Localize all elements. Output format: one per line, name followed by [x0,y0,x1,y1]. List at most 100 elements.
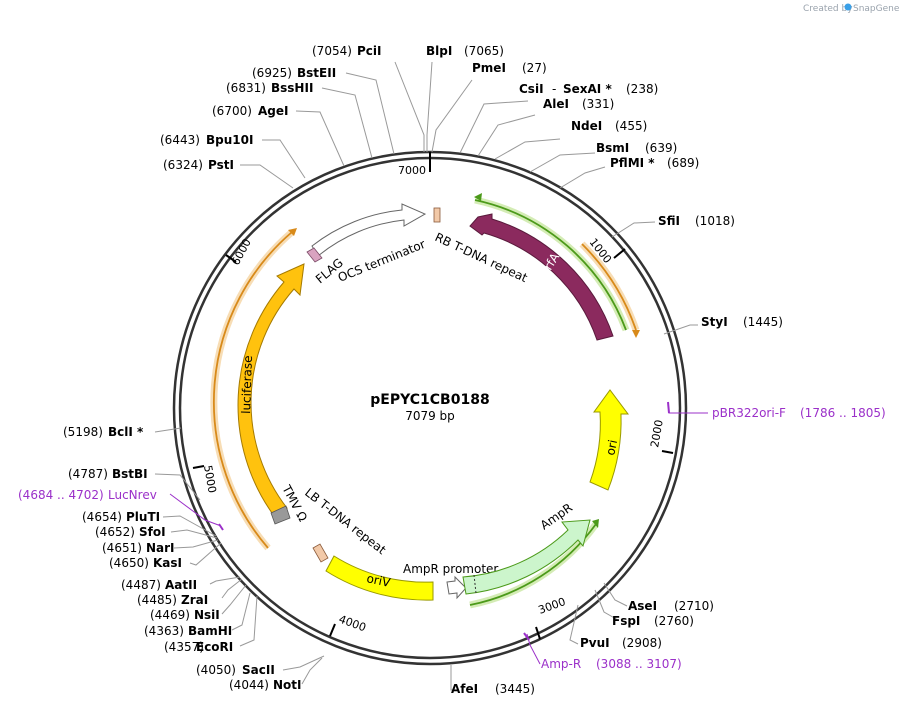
site-bpu10i[interactable]: Bpu10I [206,133,253,147]
tick-1000-mark [613,248,626,259]
tick-3000-mark [535,626,541,640]
ampr-promoter-label: AmpR promoter [403,562,498,576]
site-bstbi-pos: (4787) [68,467,108,481]
site-pflmi-pos: (689) [667,156,699,170]
primer-pBR322ori-F[interactable]: pBR322ori-F [712,406,786,420]
primer-LucNrev[interactable]: LucNrev [108,488,157,502]
ori-label: ori [603,438,620,456]
site-blpi[interactable]: BlpI [426,44,452,58]
ampr-promoter-feature[interactable] [446,575,467,600]
site-asei-pos: (2710) [674,599,714,613]
snapgene-logo-icon [844,3,852,11]
plasmid-length: 7079 bp [405,409,455,423]
site-bsmi[interactable]: BsmI [596,141,629,155]
site-bcli-pos: (5198) [63,425,103,439]
luciferase-track [212,231,293,549]
site-alei[interactable]: AleI [543,97,569,111]
site-noti-pos: (4044) [229,678,269,692]
site-csii-dash: - [552,82,556,96]
primer-Amp-R[interactable]: Amp-R [541,657,581,671]
site-sacii-pos: (4050) [196,663,236,677]
site-pcii-pos: (7054) [312,44,352,58]
site-fspi-pos: (2760) [654,614,694,628]
site-psti[interactable]: PstI [208,158,234,172]
site-bsteii-pos: (6925) [252,66,292,80]
site-kasi-pos: (4650) [109,556,149,570]
site-pmei[interactable]: PmeI [472,61,506,75]
flag-feature[interactable] [306,247,323,263]
site-bstbi[interactable]: BstBI [112,467,148,481]
tick-5000-mark [192,465,205,469]
site-sfoi-pos: (4652) [95,525,135,539]
site-agei[interactable]: AgeI [258,104,288,118]
site-bsshii[interactable]: BssHII [271,81,313,95]
oriV-label: oriV [365,571,392,590]
site-nsii-pos: (4469) [150,608,190,622]
site-nsii[interactable]: NsiI [194,608,220,622]
site-bamhi[interactable]: BamHI [188,624,232,638]
tick-6000: 6000 [229,237,254,268]
site-nari[interactable]: NarI [146,541,175,555]
site-blpi-pos: (7065) [464,44,504,58]
site-sexai[interactable]: SexAI * [563,82,612,96]
credit-prefix: Created by [803,4,853,14]
site-pvui-pos: (2908) [622,636,662,650]
site-sfoi[interactable]: SfoI [139,525,166,539]
site-bsmi-pos: (639) [645,141,677,155]
rb-tdna-repeat-feature[interactable] [433,207,441,223]
ampr-feature[interactable] [462,519,591,595]
site-pflmi[interactable]: PflMI * [610,156,655,170]
site-sacii[interactable]: SacII [242,663,275,677]
site-noti[interactable]: NotI [273,678,302,692]
oriV-feature[interactable] [325,555,434,601]
trfA-feature[interactable] [469,213,614,341]
trfA-track [474,199,627,331]
site-ndei[interactable]: NdeI [571,119,602,133]
site-pvui[interactable]: PvuI [580,636,610,650]
ocs-terminator-feature[interactable] [311,203,427,257]
tick-4000-mark [329,623,336,637]
credit-brand: SnapGene [853,4,900,14]
tick-3000: 3000 [537,595,568,617]
luciferase-label: luciferase [239,355,255,414]
site-csii[interactable]: CsiI [519,82,544,96]
lb-tdna-repeat-feature[interactable] [312,543,329,563]
site-kasi[interactable]: KasI [153,556,182,570]
site-bsshii-pos: (6831) [226,81,266,95]
site-asei[interactable]: AseI [628,599,657,613]
site-bsteii[interactable]: BstEII [297,66,336,80]
site-sfii[interactable]: SfiI [658,214,680,228]
site-afei-pos: (3445) [495,682,535,696]
tick-5000: 5000 [201,464,219,494]
site-pluti[interactable]: PluTI [126,510,160,524]
ori-feature[interactable] [589,389,629,491]
tick-2000-mark [661,450,674,454]
site-afei[interactable]: AfeI [451,682,478,696]
site-ecori-pos: (4357) [164,640,204,654]
site-ndei-pos: (455) [615,119,647,133]
ocs-terminator-label: OCS terminator [336,237,428,285]
site-zrai[interactable]: ZraI [181,593,208,607]
site-pluti-pos: (4654) [82,510,122,524]
site-styi-pos: (1445) [743,315,783,329]
site-ecori[interactable]: EcoRI [196,640,233,654]
site-pcii[interactable]: PciI [357,44,382,58]
luciferase-feature[interactable] [237,263,305,514]
site-zrai-pos: (4485) [137,593,177,607]
site-bcli[interactable]: BclI * [108,425,144,439]
site-styi[interactable]: StyI [701,315,728,329]
tick-2000: 2000 [648,419,666,449]
site-bpu10i-pos: (6443) [160,133,200,147]
primer-pBR322ori-F-range: (1786 .. 1805) [800,406,886,420]
primer-Amp-R-mark [523,632,530,641]
site-fspi[interactable]: FspI [612,614,640,628]
tmv-omega-feature[interactable] [270,505,291,525]
site-aatii[interactable]: AatII [165,578,197,592]
site-psti-pos: (6324) [163,158,203,172]
site-aatii-pos: (4487) [121,578,161,592]
tick-6000-mark [225,254,237,263]
primer-LucNrev-range: (4684 .. 4702) [18,488,104,502]
site-agei-pos: (6700) [212,104,252,118]
primer-Amp-R-range: (3088 .. 3107) [596,657,682,671]
